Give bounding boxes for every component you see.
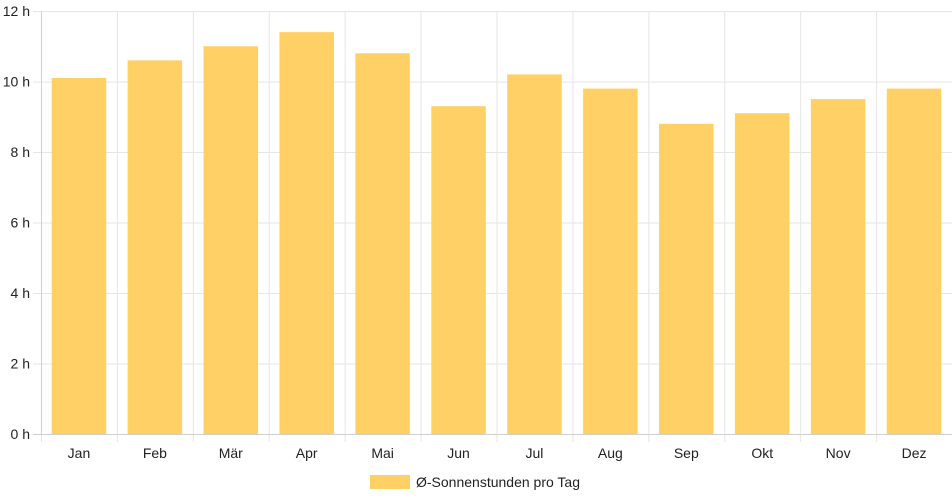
- bar[interactable]: [507, 74, 562, 434]
- x-tick-label: Jan: [68, 445, 91, 461]
- bars: [51, 32, 942, 435]
- y-tick-label: 0 h: [11, 426, 30, 442]
- bar[interactable]: [431, 106, 486, 435]
- bar[interactable]: [886, 88, 942, 435]
- x-tick-labels: Jan Feb Mär Apr Mai Jun Jul Aug Sep Okt Nov Dez: [68, 445, 927, 461]
- x-tick-label: Apr: [296, 445, 318, 461]
- x-tick-label: Dez: [902, 445, 927, 461]
- x-tick-label: Nov: [826, 445, 851, 461]
- bar[interactable]: [734, 113, 790, 434]
- y-tick-labels: 0 h 2 h 4 h 6 h 8 h 10 h 12 h: [3, 3, 30, 442]
- y-tick-label: 8 h: [11, 144, 30, 160]
- legend-swatch[interactable]: [370, 475, 410, 489]
- x-tick-label: Jun: [447, 445, 470, 461]
- y-tick-label: 6 h: [11, 215, 30, 231]
- bar[interactable]: [583, 88, 638, 435]
- x-tick-label: Feb: [143, 445, 167, 461]
- bar[interactable]: [810, 99, 866, 434]
- y-tick-label: 12 h: [3, 3, 30, 19]
- y-tick-label: 10 h: [3, 74, 30, 90]
- x-tick-label: Aug: [598, 445, 623, 461]
- bar[interactable]: [279, 32, 334, 435]
- x-tick-label: Mär: [219, 445, 243, 461]
- y-tick-label: 4 h: [11, 285, 30, 301]
- x-tick-label: Okt: [751, 445, 773, 461]
- x-tick-label: Sep: [674, 445, 699, 461]
- x-tick-label: Jul: [526, 445, 544, 461]
- bar[interactable]: [127, 60, 183, 434]
- y-tick-label: 2 h: [11, 356, 30, 372]
- bar[interactable]: [51, 77, 107, 434]
- legend-label[interactable]: Ø-Sonnenstunden pro Tag: [416, 474, 580, 490]
- bar[interactable]: [203, 46, 259, 434]
- legend[interactable]: Ø-Sonnenstunden pro Tag: [370, 474, 580, 490]
- axes: [33, 11, 952, 435]
- x-tick-label: Mai: [371, 445, 394, 461]
- grid-lines: [33, 11, 952, 442]
- bar[interactable]: [355, 53, 410, 435]
- bar[interactable]: [659, 123, 714, 435]
